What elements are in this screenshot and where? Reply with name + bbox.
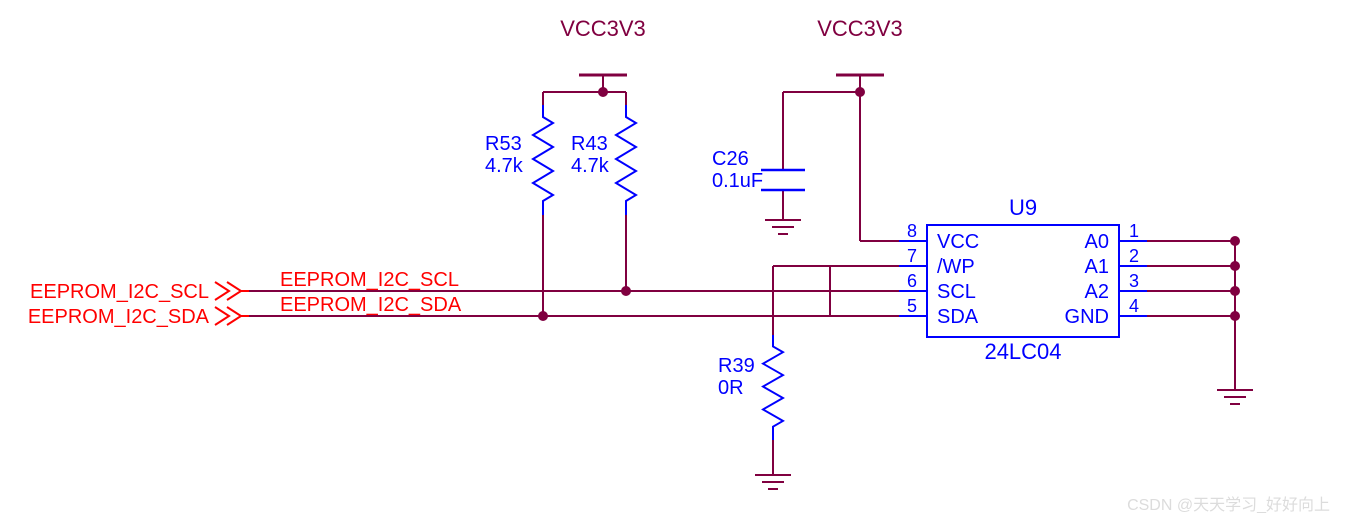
- resistor-ref: R53: [485, 133, 522, 155]
- junction: [598, 87, 608, 97]
- power-label-vcc3v3: VCC3V3: [817, 16, 903, 41]
- ic-part: 24LC04: [984, 339, 1061, 364]
- ic-pin-num: 1: [1129, 221, 1139, 241]
- resistor-val: 4.7k: [571, 155, 610, 177]
- resistor-ref: R43: [571, 133, 608, 155]
- ic-pin-name: A1: [1085, 256, 1109, 278]
- cap-val: 0.1uF: [712, 170, 763, 192]
- ic-pin-num: 5: [907, 296, 917, 316]
- port-eeprom-scl-label: EEPROM_I2C_SCL: [30, 281, 209, 303]
- resistor-val: 0R: [718, 377, 744, 399]
- ic-pin-num: 4: [1129, 296, 1139, 316]
- resistor-ref: R39: [718, 355, 755, 377]
- ic-pin-name: A0: [1085, 231, 1109, 253]
- ground-symbol: [755, 455, 791, 489]
- ic-pin-name: GND: [1065, 306, 1109, 328]
- ic-pin-name: A2: [1085, 281, 1109, 303]
- port-eeprom-scl: [215, 282, 249, 300]
- resistor-r39: [763, 335, 783, 440]
- ic-pin-num: 3: [1129, 271, 1139, 291]
- watermark: CSDN @天天学习_好好向上: [1127, 496, 1330, 514]
- netlabel-scl: EEPROM_I2C_SCL: [280, 269, 459, 291]
- junction: [538, 311, 548, 321]
- junction: [1230, 261, 1240, 271]
- resistor-r43: [616, 105, 636, 215]
- ic-pin-num: 7: [907, 246, 917, 266]
- ground-symbol: [765, 200, 801, 234]
- ground-symbol: [1217, 370, 1253, 404]
- ic-pin-name: /WP: [937, 256, 975, 278]
- port-eeprom-sda: [215, 307, 249, 325]
- junction: [1230, 311, 1240, 321]
- junction: [855, 87, 865, 97]
- netlabel-sda: EEPROM_I2C_SDA: [280, 294, 462, 316]
- port-eeprom-sda-label: EEPROM_I2C_SDA: [28, 306, 210, 328]
- resistor-val: 4.7k: [485, 155, 524, 177]
- ic-pin-name: VCC: [937, 231, 979, 253]
- capacitor-c26: [761, 170, 805, 190]
- ic-pin-name: SCL: [937, 281, 976, 303]
- ic-pin-num: 8: [907, 221, 917, 241]
- ic-pin-num: 2: [1129, 246, 1139, 266]
- ic-ref: U9: [1009, 195, 1037, 220]
- power-label-vcc3v3: VCC3V3: [560, 16, 646, 41]
- cap-ref: C26: [712, 148, 749, 170]
- junction: [621, 286, 631, 296]
- junction: [1230, 286, 1240, 296]
- junction: [1230, 236, 1240, 246]
- ic-pin-num: 6: [907, 271, 917, 291]
- ic-pin-name: SDA: [937, 306, 979, 328]
- resistor-r53: [533, 105, 553, 215]
